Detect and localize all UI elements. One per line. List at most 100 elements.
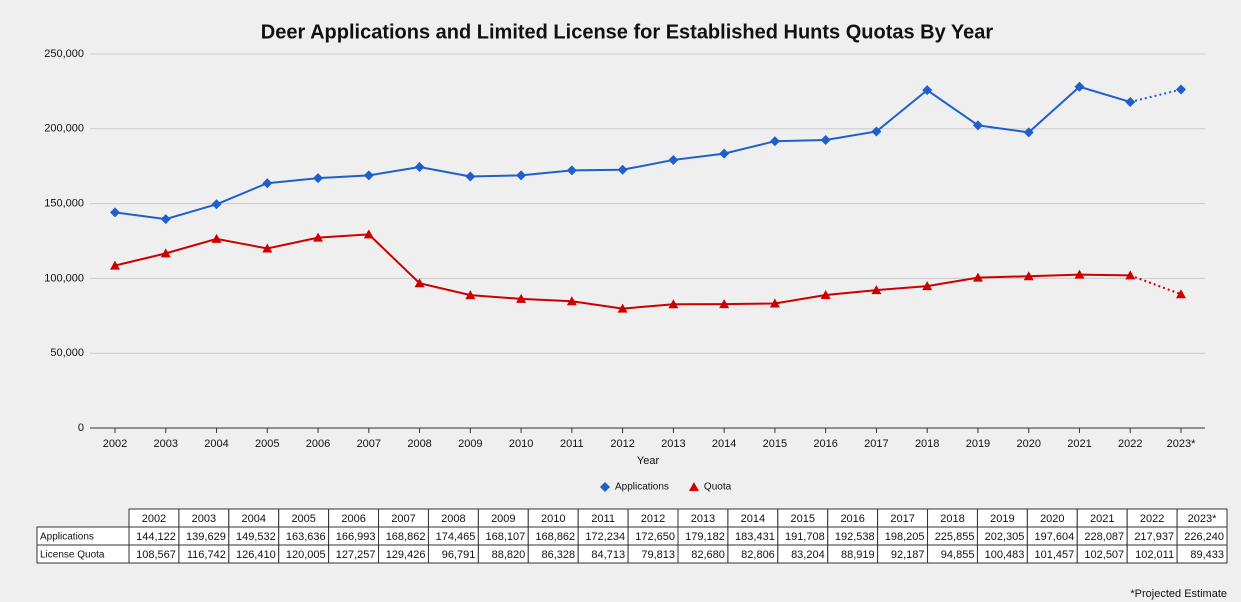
legend-label: Applications [615, 482, 669, 493]
marker [363, 229, 374, 239]
marker [972, 272, 983, 282]
table-value: 102,507 [1084, 549, 1124, 561]
x-tick-label: 2005 [255, 438, 279, 450]
marker [566, 165, 577, 176]
y-tick-label: 100,000 [44, 272, 84, 284]
x-tick-label: 2022 [1118, 438, 1142, 450]
table-header: 2003 [192, 513, 216, 525]
x-tick-label: 2011 [560, 438, 584, 450]
x-tick-label: 2003 [154, 438, 178, 450]
table-value: 168,862 [535, 531, 575, 543]
table-value: 108,567 [136, 549, 176, 561]
x-tick-label: 2006 [306, 438, 330, 450]
table-header: 2002 [142, 513, 166, 525]
table-header: 2006 [341, 513, 365, 525]
marker [1125, 96, 1136, 107]
marker [769, 136, 780, 147]
x-tick-label: 2010 [509, 438, 533, 450]
table-header: 2007 [391, 513, 415, 525]
marker [110, 207, 120, 218]
table-value: 79,813 [641, 549, 675, 561]
table-value: 83,204 [791, 549, 825, 561]
table-value: 92,187 [891, 549, 925, 561]
marker [414, 278, 425, 288]
marker [313, 232, 324, 242]
marker [668, 154, 679, 165]
table-header: 2022 [1140, 513, 1164, 525]
table-value: 129,426 [386, 549, 426, 561]
marker [160, 214, 171, 225]
y-tick-label: 150,000 [44, 198, 84, 210]
series-line [1130, 88, 1182, 103]
marker [820, 289, 831, 299]
y-tick-label: 0 [78, 422, 84, 434]
table-value: 100,483 [985, 549, 1025, 561]
marker [516, 170, 527, 181]
marker [160, 248, 171, 258]
table-value: 217,937 [1134, 531, 1174, 543]
table-value: 120,005 [286, 549, 326, 561]
table-cell [1176, 544, 1228, 564]
table-value: 84,713 [591, 549, 625, 561]
x-tick-label: 2020 [1016, 438, 1040, 450]
marker [1023, 271, 1034, 281]
table-header: 2023* [1188, 513, 1217, 525]
table-value: 102,011 [1135, 549, 1174, 561]
table-value: 183,431 [735, 531, 775, 543]
x-tick-label: 2012 [610, 438, 634, 450]
table-header: 2014 [741, 513, 765, 525]
table-row-label: Applications [40, 532, 94, 543]
marker [1074, 269, 1085, 279]
table-value: 116,742 [187, 549, 226, 561]
x-tick-label: 2021 [1067, 438, 1091, 450]
table-value: 225,855 [935, 531, 975, 543]
marker [922, 85, 933, 96]
table-header: 2004 [242, 513, 266, 525]
table-header: 2020 [1040, 513, 1064, 525]
marker [1074, 81, 1085, 92]
table-value: 228,087 [1084, 531, 1124, 543]
table-value: 96,791 [442, 549, 476, 561]
marker [871, 285, 882, 295]
table-value: 82,680 [691, 549, 725, 561]
chart-title: Deer Applications and Limited License fo… [261, 21, 994, 43]
marker [1176, 289, 1186, 299]
marker [211, 199, 222, 210]
marker [719, 299, 730, 309]
table-value: 174,465 [436, 531, 476, 543]
x-tick-label: 2019 [966, 438, 990, 450]
table-value: 126,410 [236, 549, 276, 561]
marker [617, 303, 628, 313]
table-value: 88,820 [492, 549, 526, 561]
marker [465, 290, 476, 300]
x-axis-label: Year [637, 455, 660, 467]
marker [769, 298, 780, 308]
table-header: 2015 [791, 513, 815, 525]
marker [820, 134, 831, 145]
table-value: 192,538 [835, 531, 875, 543]
table-row-label: License Quota [40, 550, 105, 561]
x-tick-label: 2009 [458, 438, 482, 450]
series-line [1129, 274, 1182, 296]
table-header: 2019 [990, 513, 1014, 525]
table-value: 172,234 [585, 531, 625, 543]
table-header: 2011 [591, 513, 615, 525]
marker [1176, 84, 1186, 95]
marker [972, 120, 983, 131]
marker [414, 162, 425, 173]
x-tick-label: 2013 [661, 438, 685, 450]
table-value: 168,107 [486, 531, 526, 543]
table-value: 144,122 [136, 531, 176, 543]
marker [313, 173, 324, 184]
table-value: 82,806 [741, 549, 775, 561]
marker [668, 299, 679, 309]
table-value: 89,433 [1190, 549, 1224, 561]
x-tick-label: 2018 [915, 438, 939, 450]
table-value: 139,629 [186, 531, 226, 543]
x-tick-label: 2004 [204, 438, 228, 450]
table-value: 166,993 [336, 531, 376, 543]
table-value: 202,305 [985, 531, 1025, 543]
table-value: 198,205 [885, 531, 925, 543]
